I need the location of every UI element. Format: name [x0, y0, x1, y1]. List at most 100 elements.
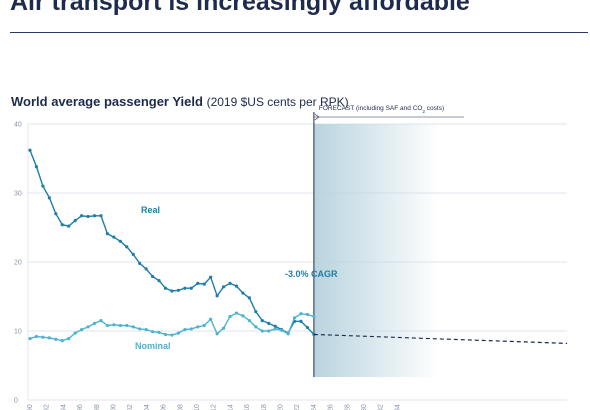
data-point-real: [157, 279, 161, 283]
y-tick-label: 40: [14, 122, 22, 129]
data-point-nominal: [112, 323, 116, 327]
data-point-real: [144, 267, 148, 271]
forecast-label: FORECAST (including SAF and CO2 costs): [319, 105, 444, 114]
data-point-real: [267, 321, 271, 326]
chart-title-unit: (2019 $US cents per RPK): [206, 95, 349, 109]
data-point-real: [202, 282, 206, 286]
x-tick-label: 90: [27, 404, 34, 410]
y-tick-label: 30: [14, 191, 22, 198]
x-tick-label: 96: [77, 404, 84, 410]
x-tick-label: 12: [211, 404, 218, 410]
x-tick-label: 28: [344, 404, 351, 410]
grid-lines: [27, 123, 567, 401]
data-point-nominal: [215, 332, 219, 336]
data-point-nominal: [273, 327, 277, 331]
data-point-nominal: [80, 328, 84, 332]
data-point-real: [209, 275, 213, 279]
data-point-nominal: [125, 323, 129, 328]
y-tick-label: 10: [14, 329, 22, 336]
data-point-nominal: [47, 336, 51, 340]
data-point-nominal: [41, 335, 45, 339]
data-point-nominal: [241, 314, 245, 318]
data-point-nominal: [234, 311, 239, 315]
data-point-real: [73, 219, 77, 223]
data-point-nominal: [73, 331, 77, 335]
x-tick-label: 18: [261, 404, 268, 410]
data-point-real: [299, 319, 303, 323]
y-tick-label: 0: [14, 398, 18, 405]
data-point-nominal: [138, 327, 142, 331]
data-point-real: [260, 319, 264, 323]
chart-title-bold: World average passenger Yield: [11, 94, 203, 109]
data-point-real: [196, 281, 200, 285]
data-point-real: [47, 196, 51, 200]
data-point-nominal: [260, 329, 264, 333]
data-point-real: [138, 261, 142, 265]
x-tick-label: 04: [144, 404, 151, 410]
x-tick-label: 32: [378, 404, 385, 410]
data-point-nominal: [280, 328, 284, 332]
page-headline: Air transport is increasingly affordable: [10, 0, 470, 16]
data-point-nominal: [131, 325, 135, 329]
x-tick-label: 94: [60, 404, 67, 410]
data-point-real: [118, 239, 122, 243]
series-label-nominal: Nominal: [135, 341, 171, 351]
data-point-real: [105, 232, 110, 236]
x-tick-label: 22: [294, 404, 301, 410]
data-point-real: [254, 310, 258, 314]
data-point-nominal: [286, 332, 290, 336]
data-point-nominal: [254, 325, 258, 329]
forecast-region: FORECAST (including SAF and CO2 costs): [313, 105, 464, 377]
data-point-nominal: [163, 332, 168, 337]
data-point-nominal: [221, 326, 226, 330]
data-point-real: [273, 324, 277, 328]
data-point-real: [221, 285, 226, 289]
data-point-nominal: [312, 314, 316, 319]
x-tick-label: 98: [94, 404, 101, 410]
x-tick-label: 08: [177, 404, 184, 410]
data-point-nominal: [60, 339, 64, 343]
x-tick-label: 16: [244, 404, 251, 410]
data-point-real: [163, 286, 168, 290]
data-point-real: [41, 184, 45, 188]
x-tick-label: 20: [278, 404, 285, 410]
data-point-real: [176, 288, 181, 292]
data-point-nominal: [202, 323, 206, 328]
data-point-nominal: [99, 319, 103, 323]
data-point-nominal: [105, 323, 110, 328]
data-point-nominal: [118, 323, 122, 328]
x-tick-label: 30: [361, 404, 368, 410]
x-axis-ticks: 90 92 94 96 98 00 02 04 06 08 10 12 14 16 18 20 22 24 26 28…: [27, 404, 401, 410]
data-point-nominal: [267, 329, 271, 333]
data-point-nominal: [189, 327, 193, 331]
data-point-real: [60, 223, 64, 227]
x-tick-label: 10: [194, 404, 201, 410]
data-point-real: [54, 212, 58, 216]
series-label-real: Real: [141, 205, 160, 215]
data-point-nominal: [54, 337, 58, 341]
data-point-nominal: [247, 319, 251, 323]
data-point-real: [125, 245, 129, 249]
data-point-real: [99, 214, 103, 218]
forecast-shade: [313, 124, 440, 377]
series-labels: Real Nominal -3.0% CAGR: [135, 205, 338, 351]
data-point-real: [170, 289, 174, 293]
data-point-nominal: [86, 325, 90, 329]
data-point-real: [234, 284, 239, 288]
data-point-real: [92, 214, 97, 218]
data-point-real: [112, 235, 116, 239]
data-point-nominal: [196, 325, 200, 329]
data-point-real: [80, 214, 84, 218]
data-point-real: [86, 214, 90, 219]
series-line-real: [29, 149, 315, 335]
data-point-real: [131, 252, 135, 257]
forecast-arrow: [314, 113, 320, 121]
series-lines: [28, 148, 568, 345]
x-tick-label: 06: [161, 404, 168, 410]
data-point-real: [183, 286, 187, 290]
data-point-nominal: [144, 328, 148, 332]
y-tick-label: 20: [14, 260, 22, 267]
data-point-real: [305, 325, 310, 330]
data-point-nominal: [305, 312, 310, 317]
x-tick-label: 92: [44, 404, 51, 410]
